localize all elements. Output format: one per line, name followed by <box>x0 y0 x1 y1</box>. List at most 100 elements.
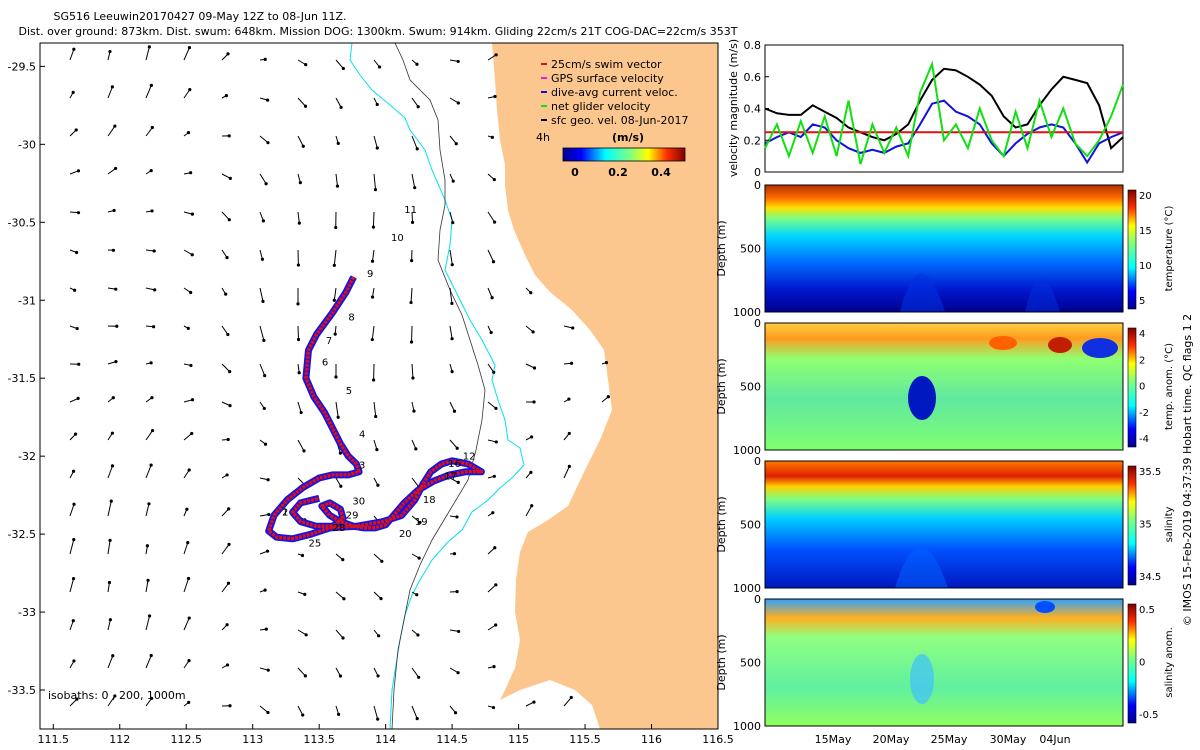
track-day-label: 17 <box>444 472 457 483</box>
velocity-arrow-head <box>298 181 302 185</box>
map-xtick-label: 113 <box>242 733 263 746</box>
velocity-arrow-head <box>225 255 229 260</box>
velocity-arrow-head <box>72 537 76 542</box>
velocity-arrow-head <box>304 633 308 637</box>
velocity-arrow-head <box>415 717 419 721</box>
velocity-arrow-head <box>261 219 265 223</box>
heatmap-panel: 0 500 1000 Depth (m) -0.5 0 0.5 salinity anom. 1… <box>715 593 1175 746</box>
velocity-arrow-shaft <box>259 287 264 302</box>
velocity-arrow-shaft <box>221 363 231 372</box>
velocity-arrow-head <box>187 658 191 663</box>
legend-4h: 4h <box>536 131 550 144</box>
heatmap-colorbar-tick: 35 <box>1139 520 1152 531</box>
cold-anomaly-core <box>900 273 945 312</box>
velocity-arrow-head <box>301 713 305 717</box>
velocity-arrow-head <box>266 478 270 482</box>
velocity-arrow-head <box>377 634 381 638</box>
velocity-arrow-head <box>414 447 418 451</box>
heatmap-colorbar-tick: 20 <box>1139 191 1152 202</box>
warm-anomaly-blob <box>989 336 1017 350</box>
velocity-ytick-label: 0 <box>754 166 761 179</box>
velocity-arrow-head <box>112 208 116 213</box>
velocity-ylabel: velocity magnitude (m/s) <box>727 39 740 177</box>
velocity-arrow-head <box>375 447 379 452</box>
velocity-arrow-head <box>110 431 115 435</box>
velocity-arrow-head <box>266 668 270 672</box>
map-ytick-label: -32.5 <box>8 528 36 541</box>
velocity-arrow-head <box>186 130 191 135</box>
velocity-arrow-head <box>303 104 308 108</box>
track-day-label: 9 <box>367 269 373 280</box>
velocity-arrow-shaft <box>297 97 306 107</box>
map-ytick-label: -30.5 <box>8 216 36 229</box>
velocity-arrow-head <box>189 171 193 175</box>
velocity-arrow-head <box>494 440 498 444</box>
velocity-arrow-head <box>303 674 307 678</box>
velocity-arrow-head <box>529 470 533 474</box>
velocity-arrow-head <box>113 124 117 128</box>
velocity-arrow-shaft <box>373 705 379 720</box>
velocity-arrow-shaft <box>221 582 229 593</box>
velocity-arrow-shaft <box>183 578 189 593</box>
map-xtick-label: 114 <box>375 733 396 746</box>
velocity-arrow-head <box>377 65 382 69</box>
velocity-arrow-head <box>606 395 610 399</box>
velocity-arrow-head <box>262 338 266 342</box>
heatmap-ytick-label: 1000 <box>733 444 761 457</box>
velocity-arrow-shaft <box>297 211 300 224</box>
colorbar-tick: 0 <box>571 166 579 179</box>
velocity-arrow-shaft <box>449 135 457 145</box>
map-ytick-label: -33.5 <box>8 684 36 697</box>
velocity-arrow-shaft <box>145 503 150 517</box>
velocity-arrow-head <box>267 512 271 517</box>
heatmap-ytick-label: 1000 <box>733 306 761 319</box>
velocity-arrow-head <box>339 484 343 488</box>
velocity-arrow-head <box>150 428 155 433</box>
velocity-arrow-head <box>111 248 116 252</box>
velocity-arrow-shaft <box>107 582 110 593</box>
velocity-arrow-head <box>450 370 454 374</box>
heatmap-colorbar-tick: 0 <box>1139 382 1145 393</box>
velocity-arrow-head <box>224 292 228 296</box>
velocity-arrow-head <box>147 502 151 506</box>
velocity-arrow-head <box>304 63 308 67</box>
glider-track <box>265 275 485 543</box>
velocity-arrow-head <box>71 469 76 473</box>
velocity-arrow-head <box>228 704 232 708</box>
velocity-arrow-shaft <box>259 363 266 376</box>
heatmap-colorbar <box>1127 603 1137 724</box>
velocity-arrow-head <box>76 396 80 400</box>
salinity-anomaly-blob <box>1035 601 1055 613</box>
track-day-label: 10 <box>391 233 404 244</box>
velocity-arrow-head <box>108 618 112 622</box>
map-ytick-label: -33 <box>18 606 36 619</box>
velocity-arrow-head <box>569 695 573 700</box>
heatmap-ytick-label: 0 <box>754 593 761 606</box>
velocity-arrow-head <box>494 623 498 627</box>
velocity-arrow-head <box>228 370 232 374</box>
velocity-arrow-shaft <box>145 615 151 631</box>
velocity-arrow-shaft <box>335 401 339 418</box>
velocity-arrow-shaft <box>69 539 75 555</box>
velocity-arrow-head <box>72 659 76 663</box>
velocity-arrow-head <box>115 324 119 328</box>
map-xtick-label: 111.5 <box>38 733 70 746</box>
velocity-arrow-head <box>370 259 375 263</box>
velocity-arrow-shaft <box>69 49 75 61</box>
heatmap-ytick-label: 500 <box>740 657 761 670</box>
velocity-arrow-head <box>265 98 270 102</box>
velocity-panel: 0 0.2 0.4 0.6 0.8 velocity magnitude (m/s) <box>727 39 1124 179</box>
velocity-arrow-shaft <box>107 125 116 137</box>
velocity-arrow-head <box>186 541 190 545</box>
track-day-label: 18 <box>423 495 436 506</box>
heatmap-colorbar-tick: 35.5 <box>1139 467 1161 478</box>
heatmap-colorbar-label: temperature (°C) <box>1164 205 1175 291</box>
velocity-arrow-shaft <box>259 135 269 144</box>
heatmap-colorbar-tick: 0.5 <box>1139 605 1155 616</box>
cold-anomaly-core <box>1025 278 1060 312</box>
velocity-arrow-head <box>227 507 231 511</box>
velocity-arrow-head <box>451 221 455 225</box>
